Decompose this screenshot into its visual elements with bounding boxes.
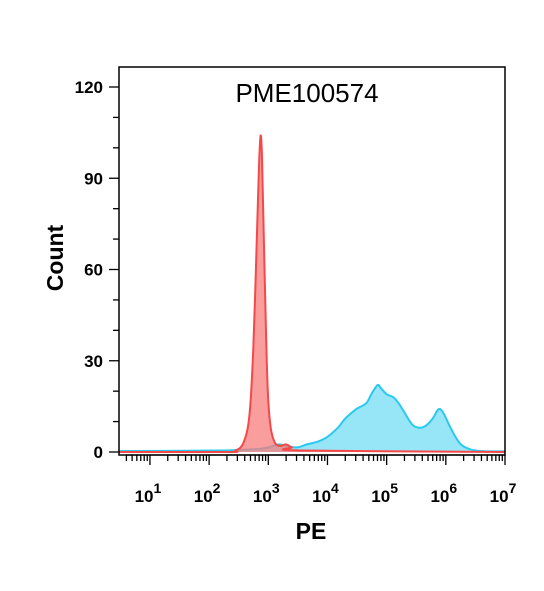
x-axis-label: PE: [296, 518, 327, 544]
series-1-area: [119, 135, 505, 452]
y-tick-label: 60: [84, 261, 103, 280]
x-tick-label: 107: [490, 480, 517, 506]
x-tick-label: 102: [194, 480, 221, 506]
series-1-line: [119, 134, 506, 454]
x-tick-label: 104: [312, 480, 339, 506]
series-layer: [118, 134, 506, 454]
y-tick-label: 120: [75, 78, 103, 97]
x-tick-label: 106: [430, 480, 457, 506]
y-tick-label: 0: [94, 443, 103, 462]
y-axis: 0 30 60 90 120: [75, 78, 119, 462]
plot-frame: [118, 66, 506, 456]
y-tick-label: 30: [84, 352, 103, 371]
y-tick-label: 90: [84, 169, 103, 188]
y-axis-label: Count: [42, 224, 68, 291]
x-axis: 101 102 103 104 105 106 107: [125, 454, 517, 506]
chart-title: PME100574: [235, 78, 378, 108]
x-tick-label: 105: [371, 480, 398, 506]
series-0-line: [118, 383, 506, 453]
x-tick-label: 103: [253, 480, 280, 506]
series-0-area: [119, 384, 505, 452]
x-tick-label: 101: [135, 480, 162, 506]
